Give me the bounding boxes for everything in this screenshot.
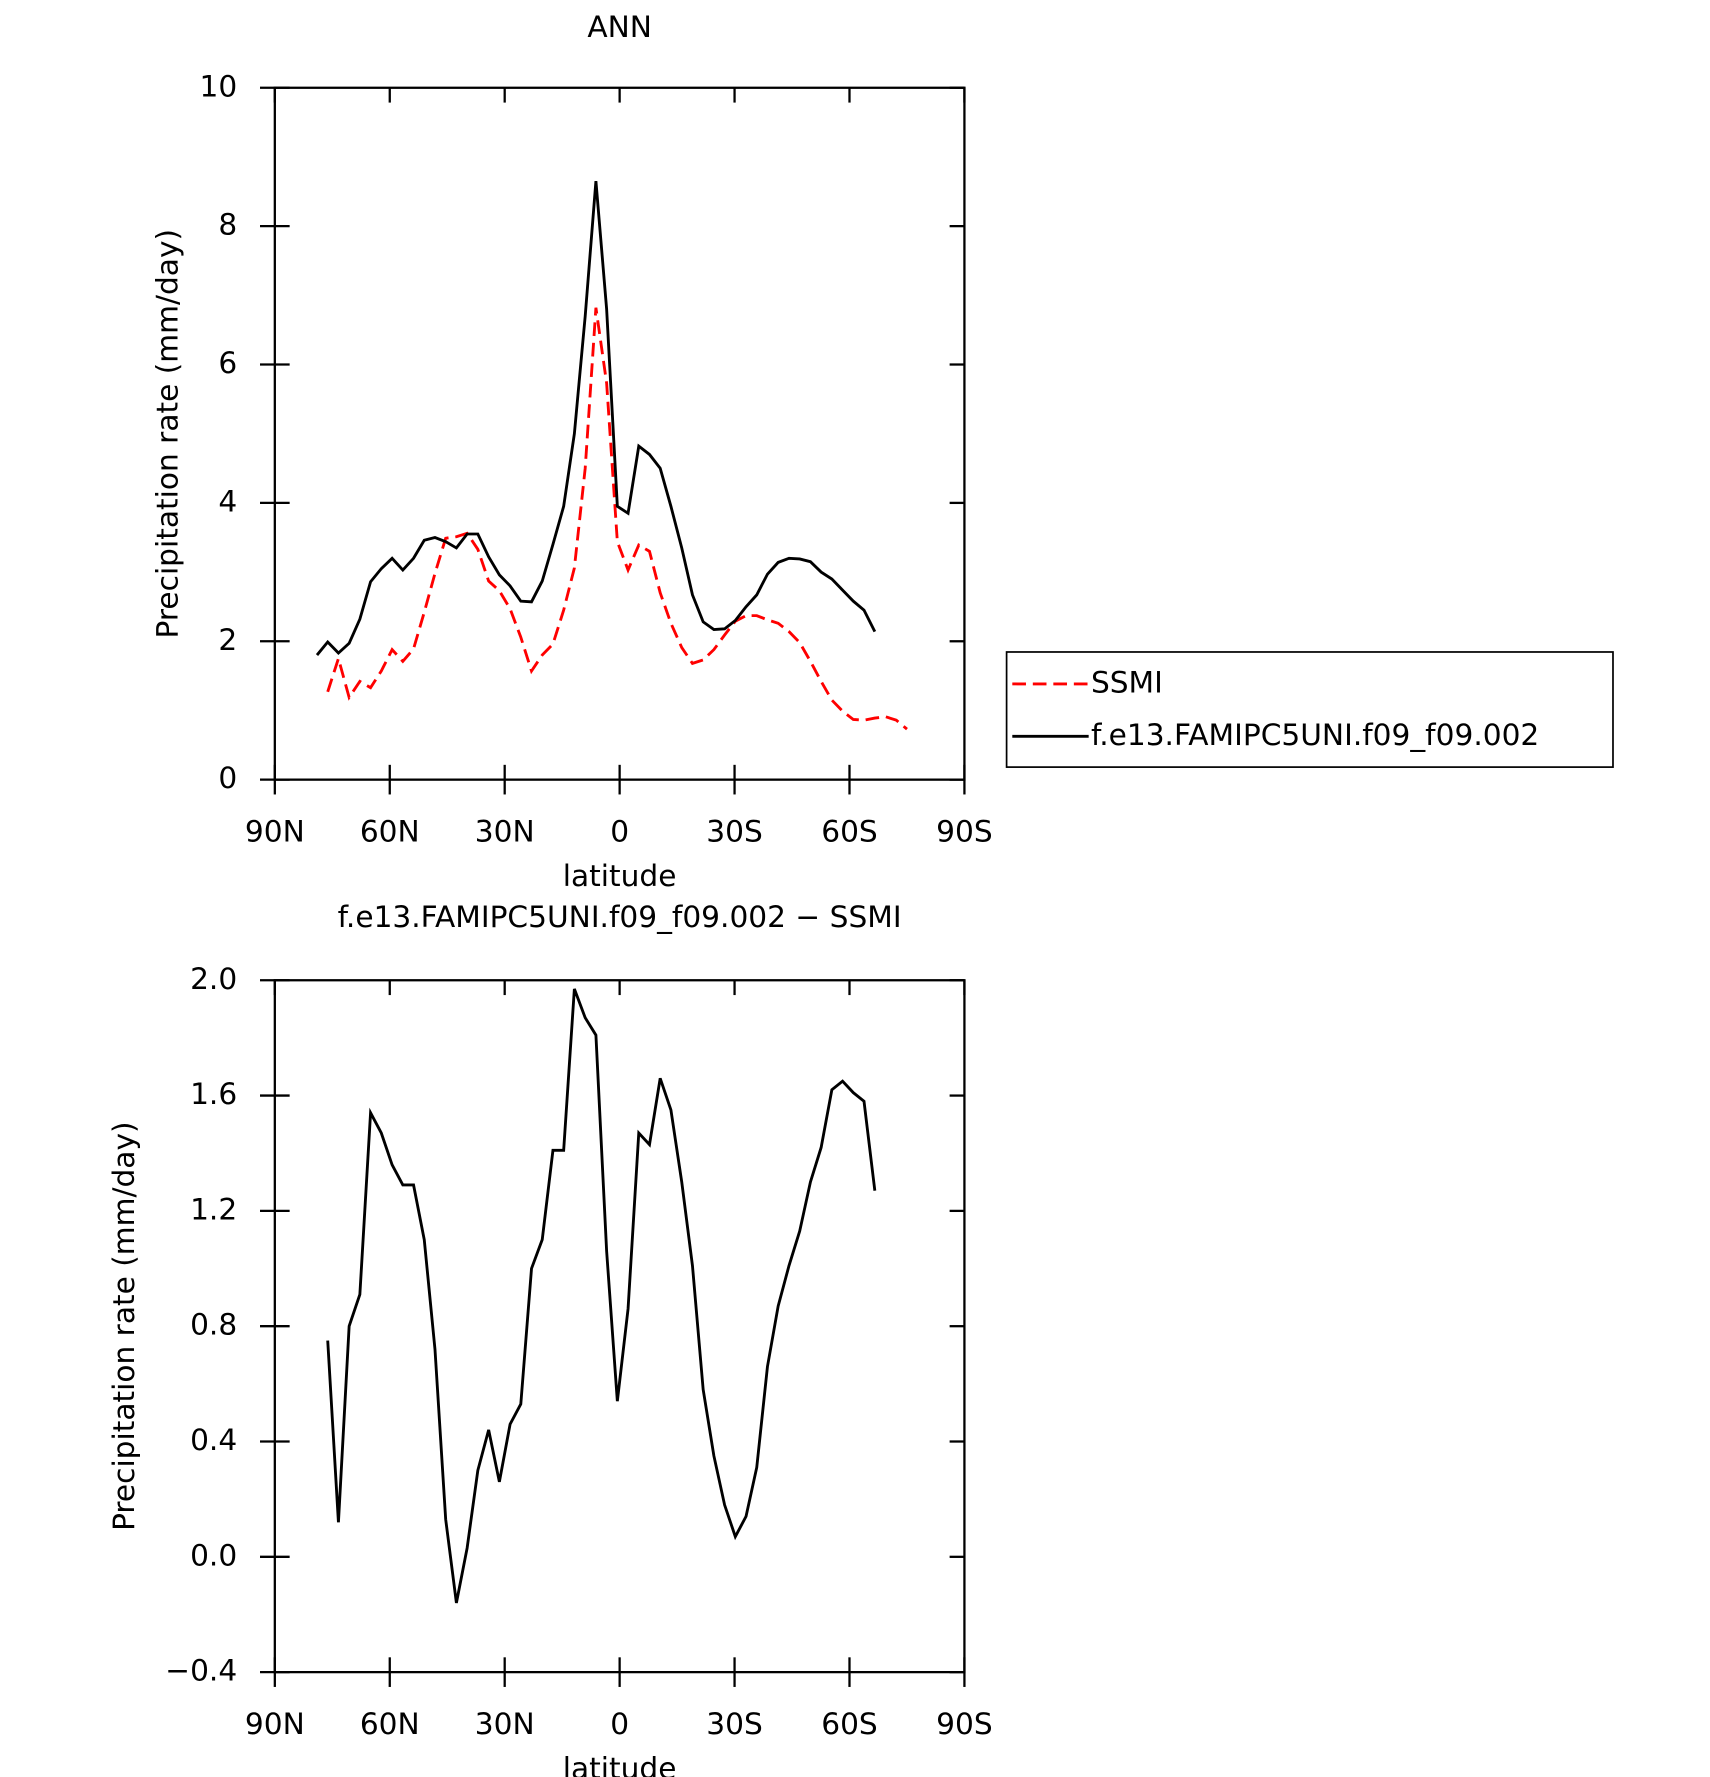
legend-label: f.e13.FAMIPC5UNI.f09_f09.002 xyxy=(1091,717,1539,752)
y-tick-label: 0.0 xyxy=(190,1537,237,1572)
x-tick-label: 30S xyxy=(706,814,763,849)
plot-frame xyxy=(273,86,966,781)
y-tick-label: 1.6 xyxy=(190,1076,237,1111)
data-line xyxy=(326,988,877,1604)
y-tick-label: 1.2 xyxy=(190,1191,237,1226)
y-tick-label: 4 xyxy=(218,483,237,518)
x-tick-label: 60S xyxy=(821,1706,878,1741)
x-tick-label: 0 xyxy=(610,1706,629,1741)
y-tick-label: 10 xyxy=(200,68,238,103)
x-tick-label: 0 xyxy=(610,814,629,849)
y-tick-label: 2 xyxy=(218,622,237,657)
y-tick-label: 8 xyxy=(218,207,237,242)
y-tick-label: 6 xyxy=(218,345,237,380)
x-tick-label: 60N xyxy=(360,1706,420,1741)
y-tick-label: −0.4 xyxy=(165,1653,237,1688)
x-tick-label: 90S xyxy=(936,1706,993,1741)
x-tick-label: 90S xyxy=(936,814,993,849)
legend-box xyxy=(1005,651,1614,768)
x-tick-label: 60S xyxy=(821,814,878,849)
y-tick-label: 0.4 xyxy=(190,1422,237,1457)
data-line xyxy=(315,181,877,656)
x-tick-label: 90N xyxy=(245,1706,305,1741)
y-tick-label: 0.8 xyxy=(190,1307,237,1342)
plot-frame xyxy=(273,979,966,1674)
y-tick-label: 0 xyxy=(218,760,237,795)
y-axis-label: Precipitation rate (mm/day) xyxy=(149,229,184,639)
x-tick-label: 30N xyxy=(475,1706,535,1741)
x-tick-label: 30N xyxy=(475,814,535,849)
legend-label: SSMI xyxy=(1091,664,1163,699)
chart-title: f.e13.FAMIPC5UNI.f09_f09.002 − SSMI xyxy=(338,899,902,934)
y-axis-label: Precipitation rate (mm/day) xyxy=(106,1121,141,1531)
x-axis-label: latitude xyxy=(563,1751,677,1777)
data-line xyxy=(326,307,908,731)
chart-title: ANN xyxy=(587,9,652,44)
x-axis-label: latitude xyxy=(563,858,677,893)
x-tick-label: 90N xyxy=(245,814,305,849)
x-tick-label: 60N xyxy=(360,814,420,849)
x-tick-label: 30S xyxy=(706,1706,763,1741)
y-tick-label: 2.0 xyxy=(190,961,237,996)
